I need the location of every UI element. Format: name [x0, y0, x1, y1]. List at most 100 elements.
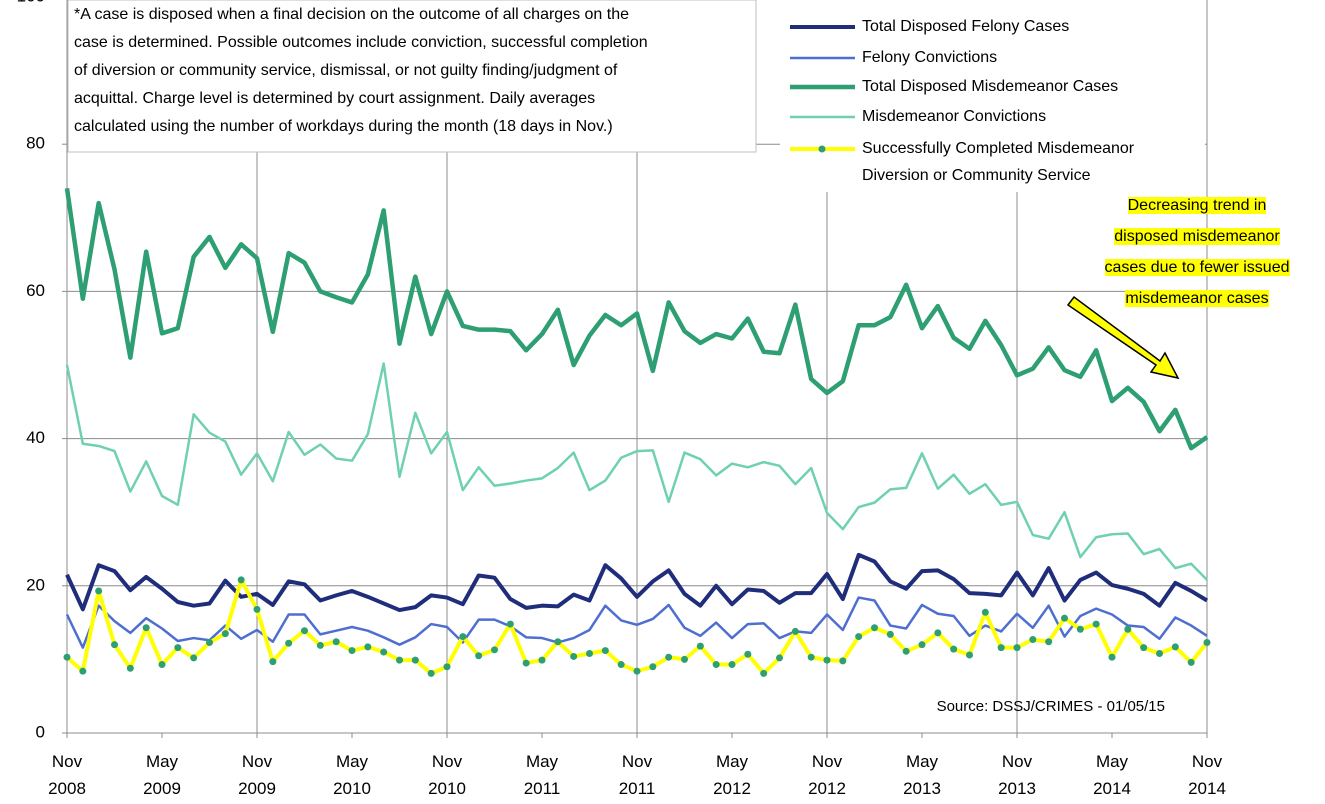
series-marker: [126, 664, 134, 672]
series-marker: [902, 647, 910, 655]
annotation-line: Decreasing trend in: [1127, 197, 1267, 214]
series-marker: [934, 629, 942, 637]
series-marker: [1045, 638, 1053, 646]
series-marker: [1013, 644, 1021, 652]
legend-label: Total Disposed Misdemeanor Cases: [862, 78, 1119, 95]
annotation-line: disposed misdemeanor: [1114, 228, 1280, 245]
series-marker: [776, 654, 783, 662]
series-marker: [301, 627, 308, 635]
y-tick-label: 0: [36, 722, 45, 741]
series-line: [64, 188, 1209, 451]
series-marker: [586, 650, 593, 658]
annotation: Decreasing trend in: [1067, 190, 1325, 221]
x-tick-label: Nov 2013: [998, 752, 1036, 798]
legend-label: Total Disposed Felony Cases: [862, 18, 1070, 35]
x-tick-label: May 2013: [903, 752, 941, 798]
legend-label: Felony Convictions: [862, 49, 998, 66]
series-marker: [1061, 614, 1068, 622]
series-marker: [174, 644, 182, 652]
series-marker: [190, 654, 198, 662]
legend-box: [780, 0, 1205, 192]
series-marker: [253, 605, 261, 613]
x-tick-label: May 2010: [333, 752, 371, 798]
series-marker: [665, 653, 673, 661]
series-marker: [649, 663, 657, 671]
series-marker: [522, 659, 530, 667]
series-marker: [538, 656, 546, 664]
note-text: case is determined. Possible outcomes in…: [74, 34, 648, 51]
series-line: [65, 596, 1208, 649]
note-text: acquittal. Charge level is determined by…: [74, 90, 596, 107]
note-text: *A case is disposed when a final decisio…: [74, 6, 630, 23]
series-marker: [950, 645, 958, 653]
series-marker: [918, 641, 926, 649]
x-tick-label: Nov 2011: [618, 752, 656, 798]
y-tick-label: 20: [26, 575, 45, 594]
series-marker: [1092, 620, 1100, 628]
series-marker: [601, 647, 609, 655]
series-marker: [269, 658, 277, 666]
series-marker: [570, 652, 578, 660]
series-marker: [760, 669, 768, 677]
series-marker: [364, 643, 372, 651]
legend-label: Successfully Completed Misdemeanor Diver…: [862, 140, 1135, 184]
series-line: [65, 552, 1209, 613]
series-marker: [411, 656, 419, 664]
series-marker: [459, 633, 467, 641]
series-marker: [79, 667, 87, 675]
series-marker: [206, 638, 213, 646]
x-tick-label: Nov 2008: [48, 752, 86, 798]
note-text: of diversion or community service, dismi…: [74, 62, 618, 79]
x-tick-label: Nov 2014: [1188, 752, 1226, 798]
series-marker: [506, 620, 514, 628]
annotation-line: cases due to fewer issued: [1104, 259, 1290, 276]
series-marker: [791, 627, 799, 635]
series-marker: [111, 641, 118, 649]
x-tick-label: May 2009: [143, 752, 181, 798]
annotation: disposed misdemeanor: [1067, 221, 1325, 252]
series-marker: [443, 663, 451, 671]
series-marker: [1076, 625, 1084, 633]
series-marker: [491, 646, 498, 654]
series-marker: [712, 661, 720, 669]
y-tick-label: 80: [26, 134, 45, 153]
series-marker: [1029, 636, 1037, 644]
series-marker: [807, 653, 815, 661]
legend-label: Misdemeanor Convictions: [862, 108, 1047, 125]
source: Source: DSSJ/CRIMES - 01/05/15: [937, 698, 1165, 715]
x-tick-label: Nov 2012: [808, 752, 846, 798]
series-marker: [237, 576, 245, 584]
x-tick-label: May 2014: [1093, 752, 1131, 798]
series-marker: [285, 639, 293, 647]
series-marker: [966, 651, 973, 659]
x-tick-label: May 2011: [523, 752, 561, 798]
y-tick-label: 40: [26, 428, 45, 447]
annotation: misdemeanor cases: [1067, 283, 1325, 314]
y-tick-label: 100: [17, 0, 45, 5]
series-marker: [617, 661, 625, 669]
series-marker: [871, 624, 878, 632]
series-marker: [744, 650, 752, 658]
series-marker: [475, 652, 483, 660]
note-box: [67, 0, 757, 153]
series-marker: [823, 656, 831, 664]
series-marker: [728, 661, 736, 669]
annotation: cases due to fewer issued: [1067, 252, 1325, 283]
series-marker: [316, 641, 324, 649]
note-text: calculated using the number of workdays …: [74, 118, 613, 135]
series-marker: [681, 655, 688, 663]
series-marker: [332, 638, 340, 646]
series-marker: [1171, 643, 1179, 651]
series-marker: [380, 648, 388, 656]
series-marker: [63, 653, 71, 661]
series-marker: [633, 667, 641, 675]
series-marker: [142, 624, 150, 632]
x-tick-label: Nov 2010: [428, 752, 466, 798]
x-tick-label: May 2012: [713, 752, 751, 798]
series-marker: [221, 630, 229, 638]
series-marker: [1156, 650, 1163, 658]
series-line: [65, 362, 1208, 581]
annotation-line: misdemeanor cases: [1125, 290, 1269, 307]
